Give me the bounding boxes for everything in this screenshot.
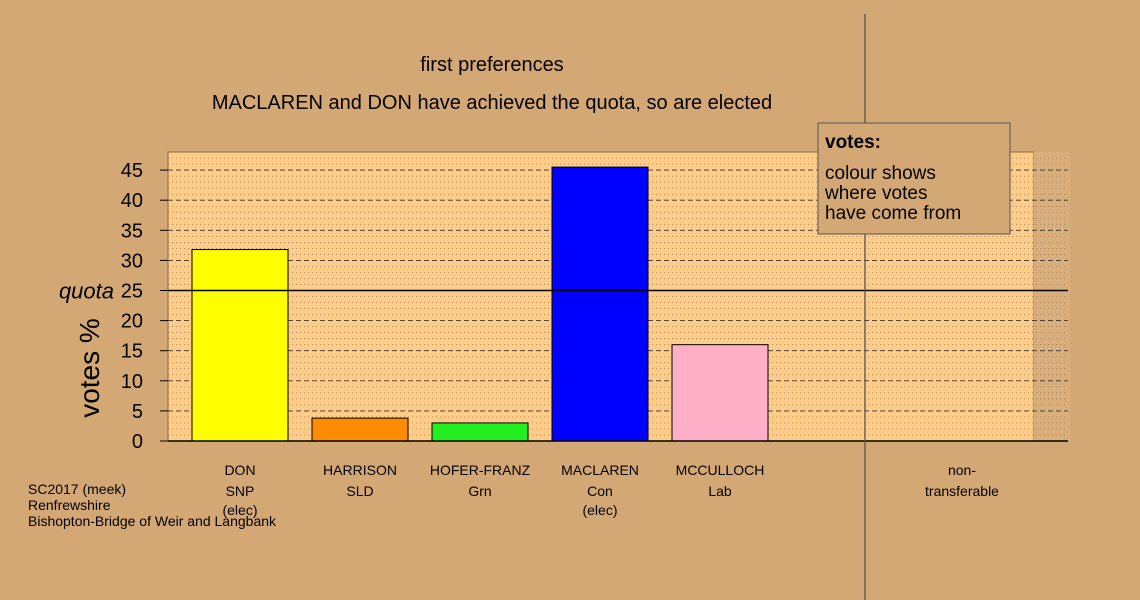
y-tick-label: 40 (121, 190, 143, 212)
quota-label: quota (59, 279, 114, 304)
y-tick-label: 15 (121, 341, 143, 363)
candidate-party: SNP (226, 483, 255, 499)
legend-title: votes: (825, 132, 881, 153)
candidate-name: MACLAREN (561, 462, 639, 478)
candidate-name: MCCULLOCH (676, 462, 765, 478)
candidate-name: HOFER-FRANZ (430, 462, 531, 478)
x-labels: DON SNP (elec) HARRISON SLD HOFER-FRANZ Grn MAC… (222, 462, 764, 518)
candidate-status: (elec) (582, 502, 617, 518)
footer: SC2017 (meek) Renfrewshire Bishopton-Bri… (28, 481, 276, 529)
candidate-party: Con (587, 483, 613, 499)
y-tick-label: 5 (132, 401, 143, 423)
candidate-party: SLD (346, 483, 373, 499)
footer-line-3: Bishopton-Bridge of Weir and Langbank (28, 513, 277, 529)
legend-line-1: colour shows (825, 163, 936, 184)
legend: votes: colour shows where votes have com… (817, 122, 1011, 235)
footer-line-1: SC2017 (meek) (28, 481, 127, 497)
bars (191, 166, 769, 442)
y-tick-label: 20 (121, 311, 143, 333)
nontransferable-label-line1: non- (948, 462, 976, 478)
bar-hofer-franz (431, 422, 529, 442)
nontransferable-label-line2: transferable (925, 483, 999, 499)
y-tick-label: 35 (121, 220, 143, 242)
y-tick-label: 25 (121, 281, 143, 303)
chart-subtitle: MACLAREN and DON have achieved the quota… (212, 92, 772, 114)
candidate-name: HARRISON (323, 462, 397, 478)
chart-title: first preferences (420, 54, 563, 76)
legend-line-2: where votes (824, 183, 927, 204)
bar-don (191, 249, 289, 442)
candidate-status: (elec) (222, 502, 257, 518)
y-tick-label: 45 (121, 160, 143, 182)
bar-mcculloch (671, 344, 769, 442)
candidate-party: Lab (708, 483, 732, 499)
bar-maclaren (551, 166, 649, 442)
candidate-party: Grn (468, 483, 491, 499)
footer-line-2: Renfrewshire (28, 497, 111, 513)
y-tick-label: 30 (121, 250, 143, 272)
y-axis: 0 5 10 15 20 25 30 35 40 45 (121, 160, 168, 453)
candidate-name: DON (224, 462, 255, 478)
bar-harrison (311, 417, 409, 442)
legend-line-3: have come from (825, 203, 961, 224)
legend-box (817, 122, 1011, 235)
y-axis-label: votes % (74, 318, 105, 418)
y-tick-label: 10 (121, 371, 143, 393)
y-tick-label: 0 (132, 431, 143, 453)
